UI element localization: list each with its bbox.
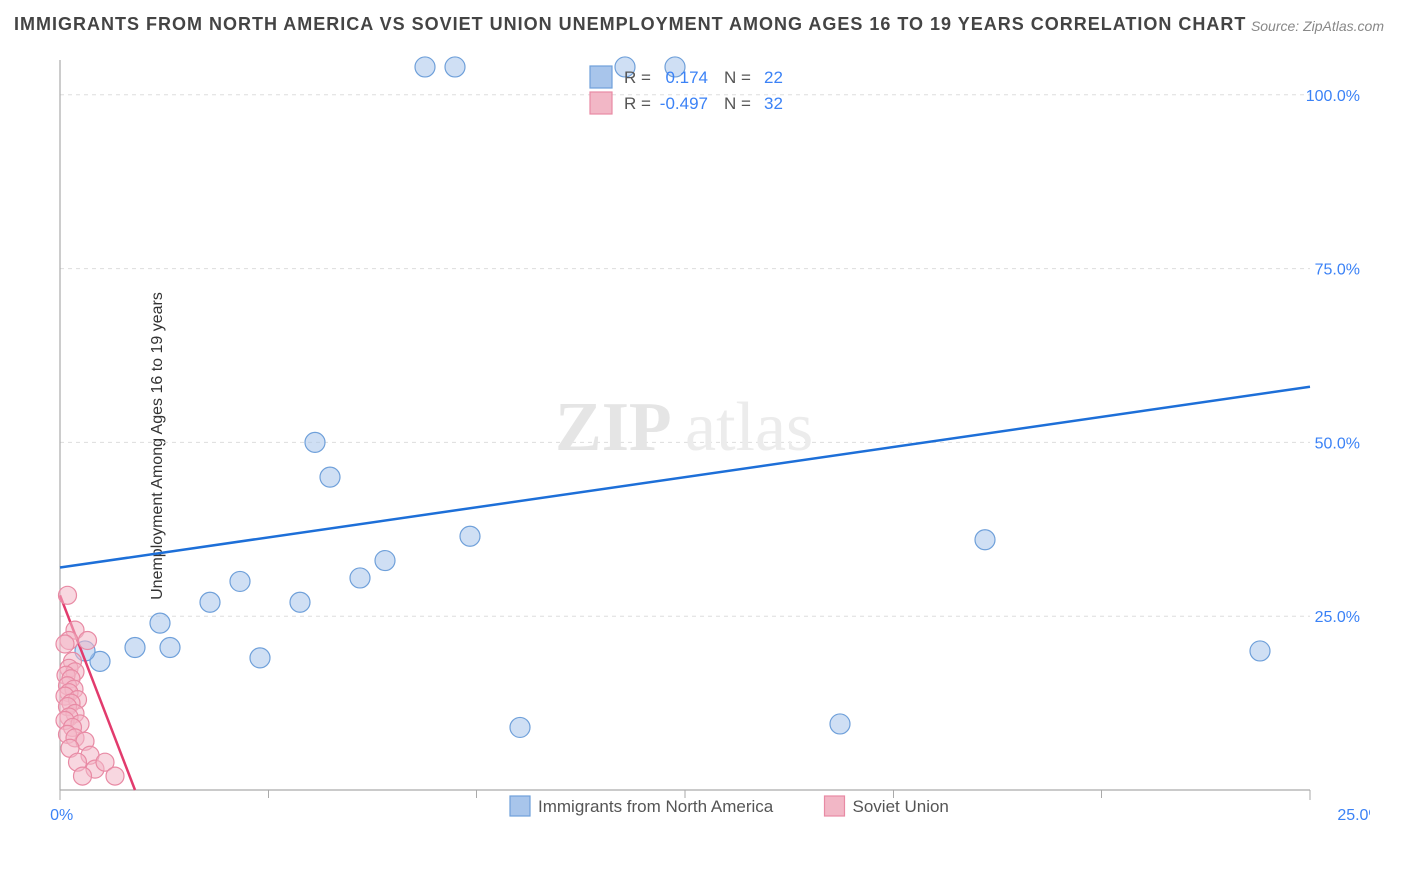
data-point <box>445 57 465 77</box>
data-point <box>830 714 850 734</box>
data-point <box>79 632 97 650</box>
data-point <box>305 432 325 452</box>
legend-n-value: 32 <box>764 94 783 113</box>
data-point <box>250 648 270 668</box>
legend-n-label: N = <box>724 68 751 87</box>
x-tick-label: 25.0% <box>1337 807 1370 824</box>
legend-n-label: N = <box>724 94 751 113</box>
data-point <box>290 592 310 612</box>
data-point <box>125 637 145 657</box>
chart-svg: 25.0% 50.0% 75.0% 100.0% ZIPatlas 0.0% 25.0% R … <box>50 50 1370 830</box>
y-tick-label: 75.0% <box>1315 262 1360 279</box>
data-point <box>59 586 77 604</box>
data-point <box>415 57 435 77</box>
legend-swatch <box>510 796 530 816</box>
data-point <box>150 613 170 633</box>
y-tick-label: 100.0% <box>1306 88 1360 105</box>
legend-swatch <box>590 66 612 88</box>
chart-title: IMMIGRANTS FROM NORTH AMERICA VS SOVIET … <box>14 14 1246 35</box>
data-point <box>1250 641 1270 661</box>
data-point <box>320 467 340 487</box>
legend-swatch <box>825 796 845 816</box>
legend-r-label: R = <box>624 94 651 113</box>
data-point <box>510 717 530 737</box>
watermark: ZIP <box>555 389 672 466</box>
scatter-plot: 25.0% 50.0% 75.0% 100.0% ZIPatlas 0.0% 25.0% R … <box>50 50 1370 830</box>
data-point <box>74 767 92 785</box>
y-tick-label: 50.0% <box>1315 435 1360 452</box>
data-point <box>975 530 995 550</box>
legend-n-value: 22 <box>764 68 783 87</box>
y-tick-label: 25.0% <box>1315 609 1360 626</box>
legend-series-label: Soviet Union <box>853 797 949 816</box>
legend-r-label: R = <box>624 68 651 87</box>
legend-r-value: -0.497 <box>660 94 708 113</box>
data-point <box>56 635 74 653</box>
source-attribution: Source: ZipAtlas.com <box>1251 18 1384 34</box>
data-point <box>160 637 180 657</box>
legend-r-value: 0.174 <box>665 68 708 87</box>
data-point <box>200 592 220 612</box>
data-point <box>350 568 370 588</box>
data-point <box>106 767 124 785</box>
legend-series-label: Immigrants from North America <box>538 797 774 816</box>
watermark: atlas <box>685 389 813 466</box>
data-point <box>460 526 480 546</box>
legend-swatch <box>590 92 612 114</box>
data-point <box>375 551 395 571</box>
x-tick-label: 0.0% <box>50 807 73 824</box>
data-point <box>230 571 250 591</box>
